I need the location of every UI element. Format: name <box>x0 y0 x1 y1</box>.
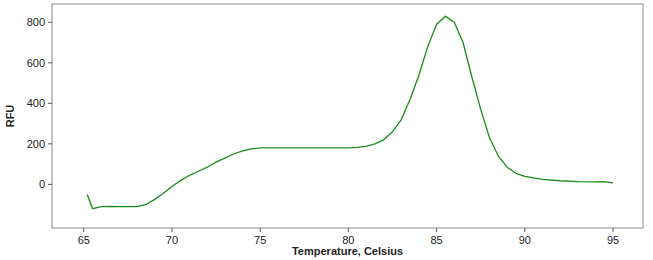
series-line <box>87 16 613 209</box>
y-tick <box>48 184 52 185</box>
x-tick <box>83 228 84 232</box>
y-tick <box>48 103 52 104</box>
y-tick-label: 600 <box>27 57 45 69</box>
plot-frame <box>52 4 643 228</box>
series-group <box>87 16 613 209</box>
x-tick-label: 65 <box>78 234 90 246</box>
y-tick-label: 400 <box>27 97 45 109</box>
y-tick <box>48 22 52 23</box>
x-tick <box>260 228 261 232</box>
y-tick-label: 800 <box>27 16 45 28</box>
x-tick <box>348 228 349 232</box>
x-tick <box>436 228 437 232</box>
x-tick-label: 95 <box>607 234 619 246</box>
x-tick-label: 85 <box>430 234 442 246</box>
x-tick <box>524 228 525 232</box>
x-tick-label: 70 <box>166 234 178 246</box>
y-tick <box>48 62 52 63</box>
y-axis-label: RFU <box>4 105 16 128</box>
chart: 657075808590950200400600800Temperature, … <box>0 0 653 260</box>
x-tick <box>613 228 614 232</box>
x-axis-label: Temperature, Celsius <box>292 245 403 257</box>
y-tick-label: 200 <box>27 138 45 150</box>
y-tick <box>48 143 52 144</box>
x-tick-label: 90 <box>519 234 531 246</box>
x-tick <box>171 228 172 232</box>
y-tick-label: 0 <box>39 178 45 190</box>
x-tick-label: 75 <box>254 234 266 246</box>
